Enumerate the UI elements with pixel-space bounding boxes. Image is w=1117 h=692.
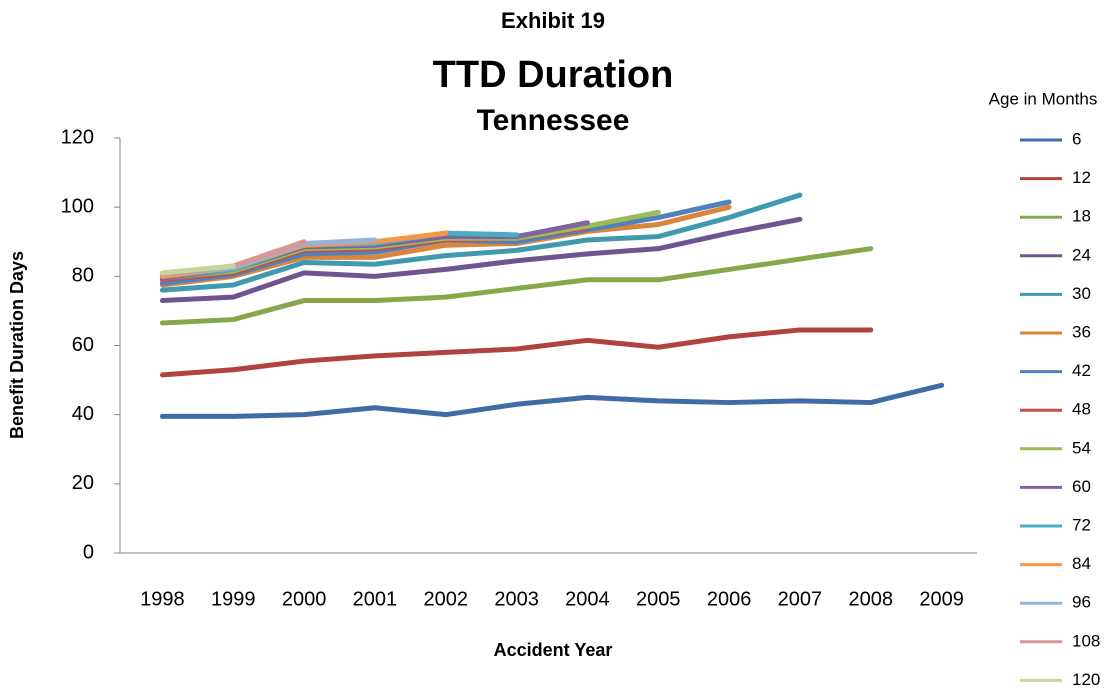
series-line <box>159 382 945 419</box>
x-tick-label: 2006 <box>707 588 752 610</box>
x-tick-label: 2000 <box>282 588 327 610</box>
legend-label: 84 <box>1072 554 1091 573</box>
legend-label: 60 <box>1072 477 1091 496</box>
x-tick-label: 2001 <box>353 588 398 610</box>
x-tick-label: 1999 <box>211 588 256 610</box>
chart-supertitle: Exhibit 19 <box>501 8 605 33</box>
y-tick-label: 120 <box>61 126 94 148</box>
y-tick-label: 40 <box>72 403 94 425</box>
legend-label: 6 <box>1072 129 1081 148</box>
series-line <box>159 327 874 378</box>
legend-label: 72 <box>1072 515 1091 534</box>
x-axis-title: Accident Year <box>494 640 613 660</box>
y-tick-label: 0 <box>83 541 94 563</box>
x-tick-label: 2009 <box>919 588 964 610</box>
series-line <box>159 192 803 293</box>
x-tick-label: 2003 <box>494 588 539 610</box>
legend-label: 96 <box>1072 593 1091 612</box>
legend-label: 12 <box>1072 168 1091 187</box>
x-tick-label: 2007 <box>778 588 823 610</box>
x-tick-label: 1998 <box>140 588 185 610</box>
legend-title: Age in Months <box>989 89 1098 108</box>
y-tick-label: 60 <box>72 334 94 356</box>
x-tick-label: 2004 <box>565 588 610 610</box>
y-tick-label: 80 <box>72 265 94 287</box>
legend-label: 120 <box>1072 670 1100 687</box>
legend-label: 54 <box>1072 438 1091 457</box>
y-axis-title: Benefit Duration Days <box>7 251 27 439</box>
y-tick-label: 20 <box>72 472 94 494</box>
x-tick-label: 2005 <box>636 588 681 610</box>
legend-label: 30 <box>1072 284 1091 303</box>
legend-label: 18 <box>1072 207 1091 226</box>
chart-title: TTD Duration <box>433 54 674 96</box>
legend-label: 48 <box>1072 400 1091 419</box>
chart-subtitle: Tennessee <box>477 104 630 137</box>
legend-label: 24 <box>1072 245 1091 264</box>
legend-label: 36 <box>1072 322 1091 341</box>
x-tick-label: 2008 <box>849 588 894 610</box>
y-tick-label: 100 <box>61 195 94 217</box>
legend-label: 42 <box>1072 361 1091 380</box>
series-line <box>159 263 236 276</box>
x-tick-label: 2002 <box>424 588 469 610</box>
legend-label: 108 <box>1072 631 1100 650</box>
series-line <box>159 246 874 326</box>
series-line <box>159 216 803 304</box>
